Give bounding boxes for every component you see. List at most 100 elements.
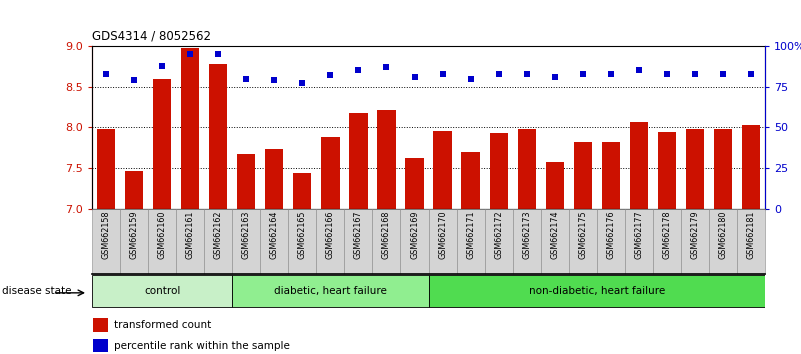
Text: GSM662176: GSM662176 [606, 211, 615, 259]
Point [548, 74, 561, 80]
Text: GDS4314 / 8052562: GDS4314 / 8052562 [92, 29, 211, 42]
Text: GSM662179: GSM662179 [690, 211, 699, 259]
Bar [125, 171, 143, 209]
FancyBboxPatch shape [232, 275, 429, 307]
FancyBboxPatch shape [176, 209, 204, 274]
FancyBboxPatch shape [429, 275, 765, 307]
FancyBboxPatch shape [429, 209, 457, 274]
Bar [517, 129, 536, 209]
Bar [545, 162, 564, 209]
FancyBboxPatch shape [709, 209, 737, 274]
Text: GSM662178: GSM662178 [662, 211, 671, 259]
Text: GSM662169: GSM662169 [410, 211, 419, 259]
Text: disease state: disease state [2, 286, 71, 296]
Point [521, 71, 533, 76]
Bar [742, 125, 760, 209]
Point [155, 63, 168, 68]
FancyBboxPatch shape [344, 209, 372, 274]
FancyBboxPatch shape [400, 209, 429, 274]
FancyBboxPatch shape [653, 209, 681, 274]
Bar [489, 133, 508, 209]
Text: GSM662164: GSM662164 [270, 211, 279, 259]
FancyBboxPatch shape [625, 209, 653, 274]
Point [99, 71, 112, 76]
Point [464, 76, 477, 81]
Text: GSM662162: GSM662162 [214, 211, 223, 259]
Bar [377, 109, 396, 209]
Text: GSM662170: GSM662170 [438, 211, 447, 259]
Point [576, 71, 589, 76]
Text: GSM662163: GSM662163 [242, 211, 251, 259]
Bar [686, 129, 704, 209]
Text: GSM662174: GSM662174 [550, 211, 559, 259]
FancyBboxPatch shape [232, 209, 260, 274]
Text: GSM662160: GSM662160 [158, 211, 167, 259]
Point [268, 78, 280, 83]
Point [240, 76, 253, 81]
Bar [658, 131, 676, 209]
Text: GSM662172: GSM662172 [494, 211, 503, 259]
Text: GSM662171: GSM662171 [466, 211, 475, 259]
Bar [349, 113, 368, 209]
Text: GSM662158: GSM662158 [102, 211, 111, 259]
FancyBboxPatch shape [457, 209, 485, 274]
FancyBboxPatch shape [316, 209, 344, 274]
Point [352, 68, 365, 73]
Point [296, 81, 309, 86]
Point [380, 64, 392, 70]
FancyBboxPatch shape [148, 209, 176, 274]
Point [184, 51, 197, 57]
Text: control: control [144, 286, 180, 296]
Bar [321, 137, 340, 209]
Text: transformed count: transformed count [114, 320, 211, 330]
FancyBboxPatch shape [681, 209, 709, 274]
FancyBboxPatch shape [92, 209, 120, 274]
Text: GSM662161: GSM662161 [186, 211, 195, 259]
Point [436, 71, 449, 76]
FancyBboxPatch shape [541, 209, 569, 274]
Point [745, 71, 758, 76]
Bar [405, 158, 424, 209]
Point [324, 73, 336, 78]
Bar [433, 131, 452, 209]
FancyBboxPatch shape [204, 209, 232, 274]
Text: GSM662159: GSM662159 [130, 211, 139, 259]
Text: GSM662168: GSM662168 [382, 211, 391, 259]
Bar [153, 79, 171, 209]
Bar [209, 64, 227, 209]
Text: GSM662180: GSM662180 [718, 211, 727, 259]
Bar [237, 154, 256, 209]
Point [717, 71, 730, 76]
Bar [97, 129, 115, 209]
Bar [293, 173, 312, 209]
Point [604, 71, 617, 76]
FancyBboxPatch shape [569, 209, 597, 274]
Bar [181, 48, 199, 209]
Bar [574, 142, 592, 209]
Point [211, 51, 224, 57]
FancyBboxPatch shape [120, 209, 148, 274]
Bar [93, 338, 107, 353]
Point [408, 74, 421, 80]
FancyBboxPatch shape [260, 209, 288, 274]
FancyBboxPatch shape [92, 275, 232, 307]
Point [492, 71, 505, 76]
FancyBboxPatch shape [485, 209, 513, 274]
Bar [714, 129, 732, 209]
Bar [265, 149, 284, 209]
FancyBboxPatch shape [372, 209, 400, 274]
Text: non-diabetic, heart failure: non-diabetic, heart failure [529, 286, 665, 296]
Text: diabetic, heart failure: diabetic, heart failure [274, 286, 387, 296]
Text: GSM662165: GSM662165 [298, 211, 307, 259]
Bar [630, 122, 648, 209]
FancyBboxPatch shape [288, 209, 316, 274]
Text: GSM662177: GSM662177 [634, 211, 643, 259]
Text: GSM662167: GSM662167 [354, 211, 363, 259]
Text: percentile rank within the sample: percentile rank within the sample [114, 341, 289, 350]
FancyBboxPatch shape [513, 209, 541, 274]
Bar [93, 318, 107, 332]
Text: GSM662173: GSM662173 [522, 211, 531, 259]
Bar [461, 152, 480, 209]
Point [633, 68, 646, 73]
Text: GSM662175: GSM662175 [578, 211, 587, 259]
